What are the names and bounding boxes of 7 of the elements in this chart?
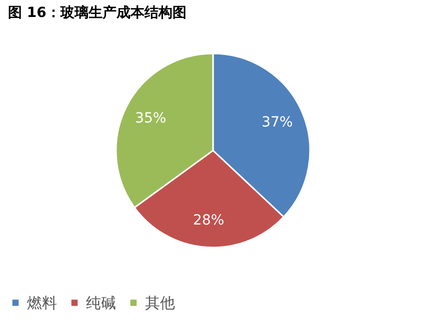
data-label: 35% bbox=[135, 110, 166, 127]
data-label: 37% bbox=[262, 114, 293, 131]
chart-title: 图 16：玻璃生产成本结构图 bbox=[8, 4, 186, 21]
data-label: 28% bbox=[193, 212, 224, 228]
legend-label: 其他 bbox=[145, 294, 175, 312]
legend-label: 燃料 bbox=[27, 294, 57, 312]
legend-label: 纯碱 bbox=[86, 294, 116, 312]
